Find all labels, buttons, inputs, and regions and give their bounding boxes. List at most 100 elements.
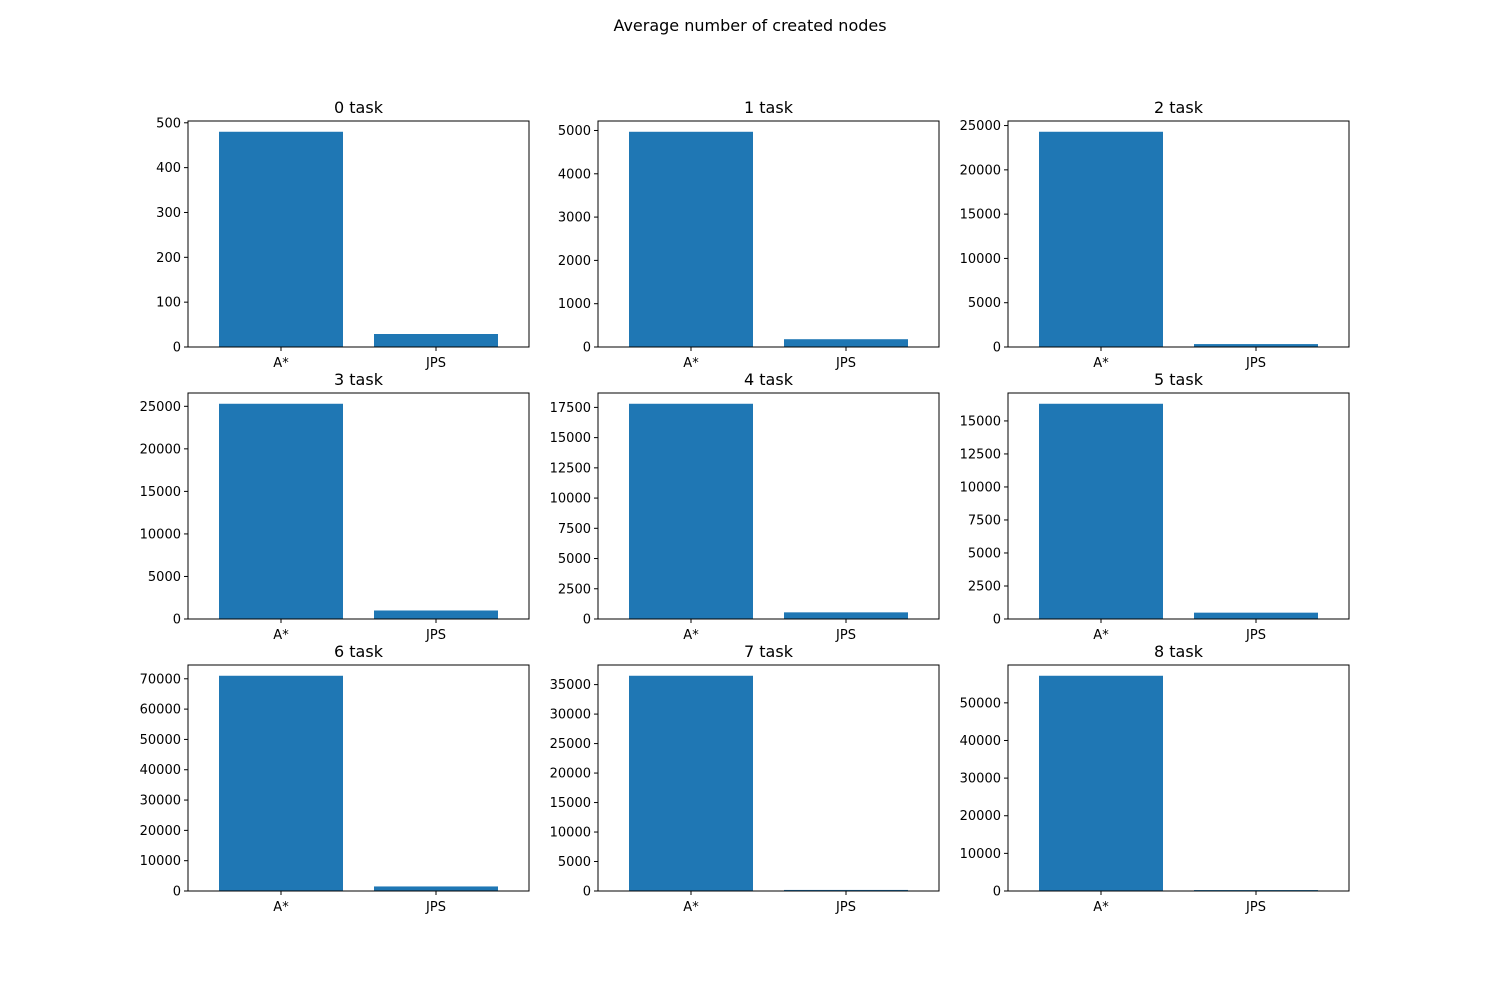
subplot-title: 1 task <box>744 98 794 117</box>
x-tick-label: A* <box>273 900 289 915</box>
bar-a-3 <box>219 403 343 619</box>
subplot-4: 0 2500 5000 7500 10000 12500 15000 17500 A* JPS 4 … <box>550 370 940 643</box>
bar-jps-6 <box>374 886 498 891</box>
y-tick-label: 5000 <box>558 552 591 567</box>
y-tick-label: 5000 <box>558 855 591 870</box>
x-tick-label: JPS <box>1245 356 1266 371</box>
subplot-title: 3 task <box>334 370 384 389</box>
subplot-title: 7 task <box>744 642 794 661</box>
figure-title: Average number of created nodes <box>613 16 887 35</box>
y-tick-label: 25000 <box>140 400 181 415</box>
y-tick-label: 17500 <box>550 401 591 416</box>
y-tick-label: 5000 <box>968 546 1001 561</box>
y-tick-label: 100 <box>156 296 181 311</box>
y-tick-label: 1000 <box>558 297 591 312</box>
subplot-8: 0 10000 20000 30000 40000 50000 A* JPS 8 task <box>960 642 1350 915</box>
subplot-7: 0 5000 10000 15000 20000 25000 30000 35000 A* JPS… <box>550 642 940 915</box>
x-tick-label: JPS <box>835 628 856 643</box>
x-tick-label: JPS <box>425 900 446 915</box>
x-tick-label: A* <box>683 356 699 371</box>
y-tick-label: 50000 <box>960 696 1001 711</box>
subplot-1: 0 1000 2000 3000 4000 5000 A* JPS 1 task <box>558 98 940 371</box>
y-tick-label: 300 <box>156 206 181 221</box>
axes-frame <box>597 120 940 348</box>
bar-a-1 <box>629 131 753 347</box>
y-tick-label: 15000 <box>960 414 1001 429</box>
y-tick-label: 0 <box>173 885 181 900</box>
axes-frame <box>187 392 530 620</box>
y-tick-label: 50000 <box>140 733 181 748</box>
bar-jps-4 <box>784 612 908 619</box>
y-tick-label: 20000 <box>550 767 591 782</box>
y-tick-label: 10000 <box>960 252 1001 267</box>
bar-a-4 <box>629 403 753 619</box>
y-tick-label: 500 <box>156 116 181 131</box>
x-tick-label: JPS <box>425 356 446 371</box>
y-tick-label: 20000 <box>140 824 181 839</box>
bar-jps-1 <box>784 339 908 347</box>
y-tick-label: 0 <box>583 885 591 900</box>
y-tick-label: 15000 <box>140 485 181 500</box>
y-tick-label: 10000 <box>140 854 181 869</box>
subplot-title: 0 task <box>334 98 384 117</box>
subplot-title: 8 task <box>1154 642 1204 661</box>
y-tick-label: 7500 <box>558 522 591 537</box>
x-tick-label: A* <box>273 628 289 643</box>
y-tick-label: 10000 <box>960 480 1001 495</box>
y-tick-label: 30000 <box>140 794 181 809</box>
subplot-2: 0 5000 10000 15000 20000 25000 A* JPS 2 task <box>960 98 1350 371</box>
y-tick-label: 40000 <box>140 763 181 778</box>
y-tick-label: 60000 <box>140 703 181 718</box>
y-tick-label: 5000 <box>968 296 1001 311</box>
bar-a-6 <box>219 675 343 891</box>
x-tick-label: A* <box>683 900 699 915</box>
bar-a-5 <box>1039 403 1163 619</box>
x-tick-label: A* <box>1093 628 1109 643</box>
subplot-0: 0 100 200 300 400 500 A* JPS 0 task <box>156 98 530 371</box>
y-tick-label: 10000 <box>550 826 591 841</box>
y-tick-label: 20000 <box>140 442 181 457</box>
axes-frame <box>187 664 530 892</box>
bar-jps-0 <box>374 334 498 347</box>
y-tick-label: 20000 <box>960 163 1001 178</box>
y-tick-label: 30000 <box>960 772 1001 787</box>
bar-jps-2 <box>1194 344 1318 347</box>
subplot-5: 0 2500 5000 7500 10000 12500 15000 A* JPS 5 task <box>960 370 1350 643</box>
y-tick-label: 3000 <box>558 211 591 226</box>
axes-frame <box>597 392 940 620</box>
y-tick-label: 2500 <box>968 579 1001 594</box>
bar-a-0 <box>219 131 343 347</box>
y-tick-label: 5000 <box>148 570 181 585</box>
axes-frame <box>597 664 940 892</box>
y-tick-label: 40000 <box>960 734 1001 749</box>
bar-a-2 <box>1039 131 1163 347</box>
subplot-title: 4 task <box>744 370 794 389</box>
axes-frame <box>1007 120 1350 348</box>
x-tick-label: A* <box>1093 900 1109 915</box>
y-tick-label: 0 <box>173 613 181 628</box>
y-tick-label: 0 <box>173 341 181 356</box>
y-tick-label: 15000 <box>550 796 591 811</box>
x-tick-label: JPS <box>835 900 856 915</box>
y-tick-label: 12500 <box>550 461 591 476</box>
y-tick-label: 0 <box>993 885 1001 900</box>
bar-jps-7 <box>784 889 908 891</box>
y-tick-label: 30000 <box>550 708 591 723</box>
y-tick-label: 35000 <box>550 678 591 693</box>
bar-a-8 <box>1039 675 1163 891</box>
y-tick-label: 15000 <box>960 208 1001 223</box>
y-tick-label: 4000 <box>558 167 591 182</box>
y-tick-label: 400 <box>156 161 181 176</box>
bar-jps-3 <box>374 610 498 619</box>
x-tick-label: A* <box>1093 356 1109 371</box>
y-tick-label: 2000 <box>558 254 591 269</box>
x-tick-label: JPS <box>835 356 856 371</box>
bar-a-7 <box>629 675 753 891</box>
y-tick-label: 0 <box>993 613 1001 628</box>
y-tick-label: 25000 <box>960 119 1001 134</box>
subplot-title: 5 task <box>1154 370 1204 389</box>
y-tick-label: 200 <box>156 251 181 266</box>
subplot-title: 2 task <box>1154 98 1204 117</box>
y-tick-label: 2500 <box>558 582 591 597</box>
